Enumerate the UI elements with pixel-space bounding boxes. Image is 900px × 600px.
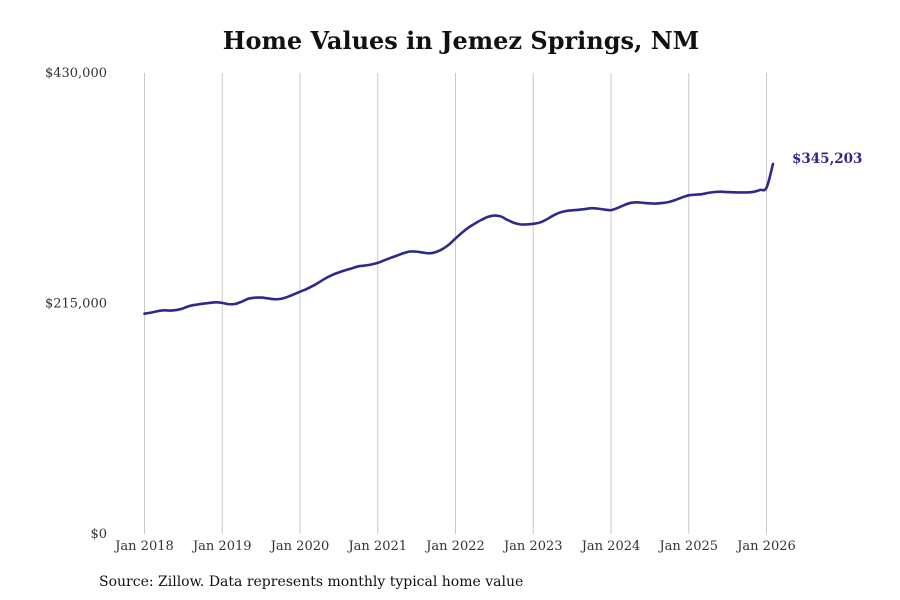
x-axis-tick-labels: Jan 2018 Jan 2019 Jan 2020 Jan 2021 Jan 2022… <box>113 539 796 554</box>
x-tick-label: Jan 2026 <box>735 539 796 554</box>
x-tick-label: Jan 2022 <box>424 539 485 554</box>
chart-title: Home Values in Jemez Springs, NM <box>222 26 700 55</box>
home-value-line <box>143 162 775 315</box>
y-axis-tick-labels: $0 $215,000 $430,000 <box>45 66 107 542</box>
latest-value-label: $345,203 <box>792 151 862 167</box>
x-tick-label: Jan 2024 <box>580 539 641 554</box>
x-tick-label: Jan 2025 <box>657 539 718 554</box>
x-tick-label: Jan 2023 <box>502 539 563 554</box>
x-tick-label: Jan 2020 <box>269 539 330 554</box>
y-tick-label: $0 <box>90 527 107 542</box>
y-tick-label: $430,000 <box>45 66 107 81</box>
x-tick-label: Jan 2021 <box>346 539 407 554</box>
x-tick-label: Jan 2019 <box>191 539 252 554</box>
y-tick-label: $215,000 <box>45 297 107 312</box>
x-tick-label: Jan 2018 <box>113 539 174 554</box>
source-note: Source: Zillow. Data represents monthly … <box>99 574 524 590</box>
